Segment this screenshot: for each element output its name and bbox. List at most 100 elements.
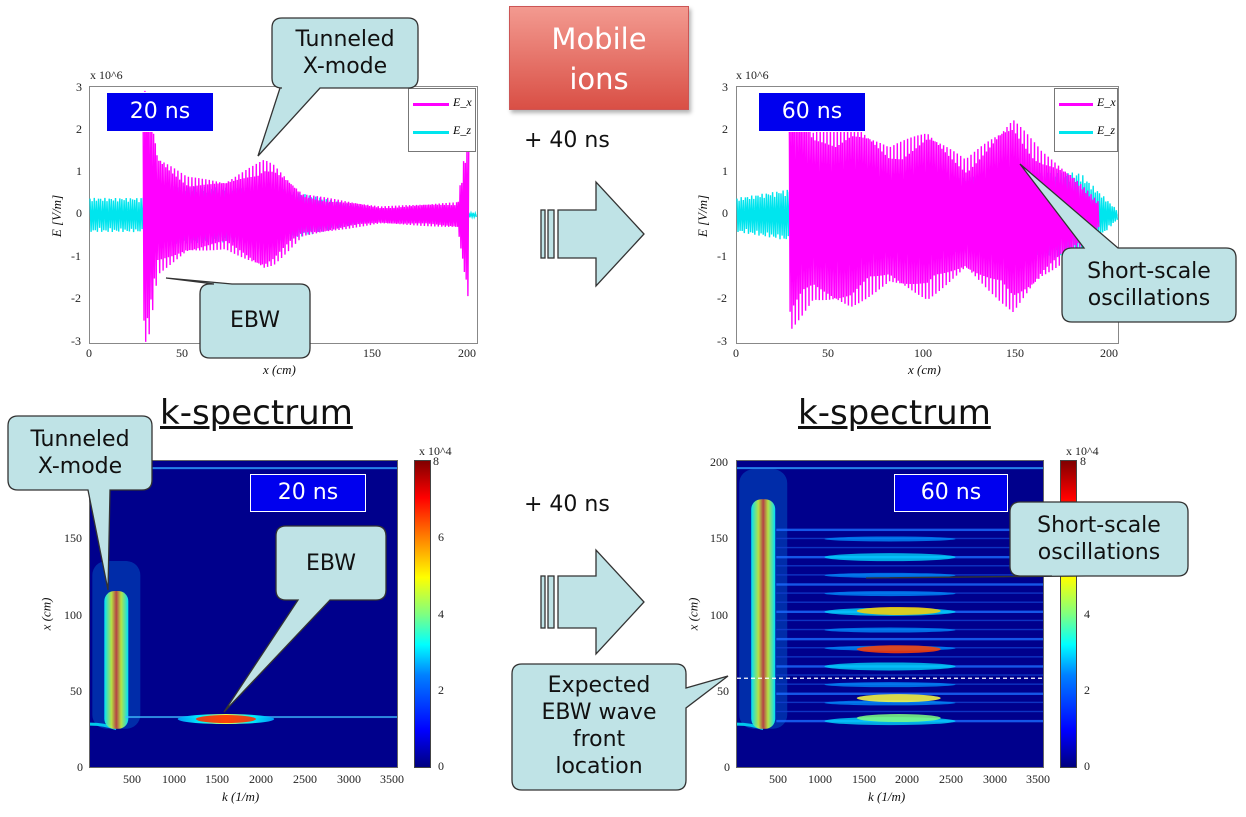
bottom-right-time-tag: 60 ns: [894, 474, 1008, 512]
legend-ez: E_z: [1097, 123, 1115, 137]
trace-ex: [788, 102, 1100, 329]
xtick: 200: [1100, 346, 1118, 360]
ctick: 0: [438, 759, 444, 773]
xtick: 50: [822, 346, 834, 360]
ytick: 100: [710, 608, 728, 622]
top-right-xlabel: x (cm): [908, 362, 941, 377]
stripe: [776, 637, 1043, 641]
bottom-left-colorbar: [414, 460, 431, 768]
ytick: 1: [722, 164, 728, 178]
bottom-left-time-tag: 20 ns: [250, 474, 366, 512]
bottom-right-xlabel: k (1/m): [868, 789, 906, 804]
right-k-spectrum-heading: k-spectrum: [798, 393, 991, 433]
callout-bl-ebw-text: EBW: [306, 551, 356, 576]
bottom-left-spectrum: [90, 467, 397, 731]
top-left-waveform: [89, 90, 477, 342]
mobile-ions-line2: ions: [569, 62, 629, 96]
ytick: 3: [722, 80, 728, 94]
top-right-legend: E_x E_z: [1054, 88, 1118, 152]
top-left-legend: E_x E_z: [408, 88, 476, 152]
ytick: 0: [722, 206, 728, 220]
ytick: -1: [71, 249, 81, 263]
stripe-blob: [824, 662, 956, 671]
xtick: 1000: [808, 772, 832, 786]
callout-tr-short-text: Short-scale oscillations: [1087, 259, 1211, 311]
ytick: -3: [717, 334, 727, 348]
callout-br-expected-text: Expected EBW wave front location: [541, 673, 657, 779]
ytick: 1: [76, 164, 82, 178]
stripe-blob: [824, 682, 956, 688]
top-left-xlabel: x (cm): [263, 362, 296, 377]
stripe: [776, 692, 1043, 695]
stripe-blob: [824, 591, 956, 597]
ytick: -3: [71, 334, 81, 348]
top-left-ylabel: E [V/m]: [49, 194, 65, 238]
xtick: 1000: [162, 772, 186, 786]
top-left-time-tag: 20 ns: [106, 92, 214, 132]
ytick: 0: [77, 760, 83, 774]
xmode-band: [751, 499, 776, 729]
ytick: 150: [64, 531, 82, 545]
callout-tl-ebw-text: EBW: [230, 308, 280, 333]
stripe: [776, 583, 1043, 586]
ytick: 2: [76, 122, 82, 136]
ctick: 2: [1084, 683, 1090, 697]
bottom-right-ylabel: x (cm): [685, 597, 701, 631]
xmode-halo: [92, 561, 141, 729]
xtick: 1500: [852, 772, 876, 786]
bottom-left-ylabel: x (cm): [38, 597, 54, 631]
xtick: 0: [733, 346, 739, 360]
xtick: 100: [269, 346, 287, 360]
ytick: 0: [724, 760, 730, 774]
callout-tl-tunneled-text: Tunneled X-mode: [295, 27, 395, 79]
legend-ez: E_z: [453, 123, 471, 137]
ytick: 150: [710, 531, 728, 545]
stripe-hot: [856, 645, 941, 654]
xmode-band: [104, 591, 129, 729]
top-time-step: + 40 ns: [524, 128, 610, 153]
top-right-exponent: x 10^6: [736, 68, 769, 82]
ytick: 50: [717, 684, 729, 698]
stripe: [776, 528, 1043, 532]
top-boundary: [737, 467, 1043, 470]
top-right-time-tag: 60 ns: [758, 92, 866, 132]
ytick: 50: [70, 684, 82, 698]
callout-br-short-text: Short-scale oscillations: [1037, 513, 1161, 565]
xtick: 3500: [1026, 772, 1050, 786]
stripe: [776, 710, 1043, 713]
stripe-blob: [824, 572, 956, 578]
bottom-right-colorbar: [1060, 460, 1077, 768]
ctick: 8: [1080, 454, 1086, 468]
top-left-exponent: x 10^6: [90, 68, 123, 82]
bottom-left-color-exponent: x 10^4: [419, 444, 452, 458]
xtick: 500: [769, 772, 787, 786]
ctick: 4: [438, 607, 444, 621]
stripe: [776, 565, 1043, 567]
stripe-hot: [856, 714, 941, 723]
xtick: 2500: [939, 772, 963, 786]
callout-bl-tunneled-text: Tunneled X-mode: [30, 427, 130, 479]
bottom-arrow-icon: [540, 548, 645, 656]
ytick: 100: [64, 608, 82, 622]
ytick: -1: [717, 249, 727, 263]
stripe-blob: [824, 700, 956, 706]
stripe: [776, 601, 1043, 603]
stripe-hot: [856, 606, 941, 615]
top-right-ylabel: E [V/m]: [695, 194, 711, 238]
ytick: -2: [71, 291, 81, 305]
mobile-ions-box: Mobile ions: [509, 6, 689, 110]
xtick: 200: [458, 346, 476, 360]
bottom-left-xlabel: k (1/m): [222, 789, 260, 804]
xtick: 50: [176, 346, 188, 360]
mobile-ions-line1: Mobile: [551, 22, 647, 56]
xtick: 100: [914, 346, 932, 360]
stripe: [776, 546, 1043, 549]
xtick: 1500: [205, 772, 229, 786]
ebw-peak: [195, 715, 256, 724]
stripe: [776, 656, 1043, 658]
ctick: 2: [438, 683, 444, 697]
ytick: 2: [722, 122, 728, 136]
ctick: 8: [433, 454, 439, 468]
ctick: 0: [1084, 759, 1090, 773]
stripe-blob: [824, 536, 956, 542]
